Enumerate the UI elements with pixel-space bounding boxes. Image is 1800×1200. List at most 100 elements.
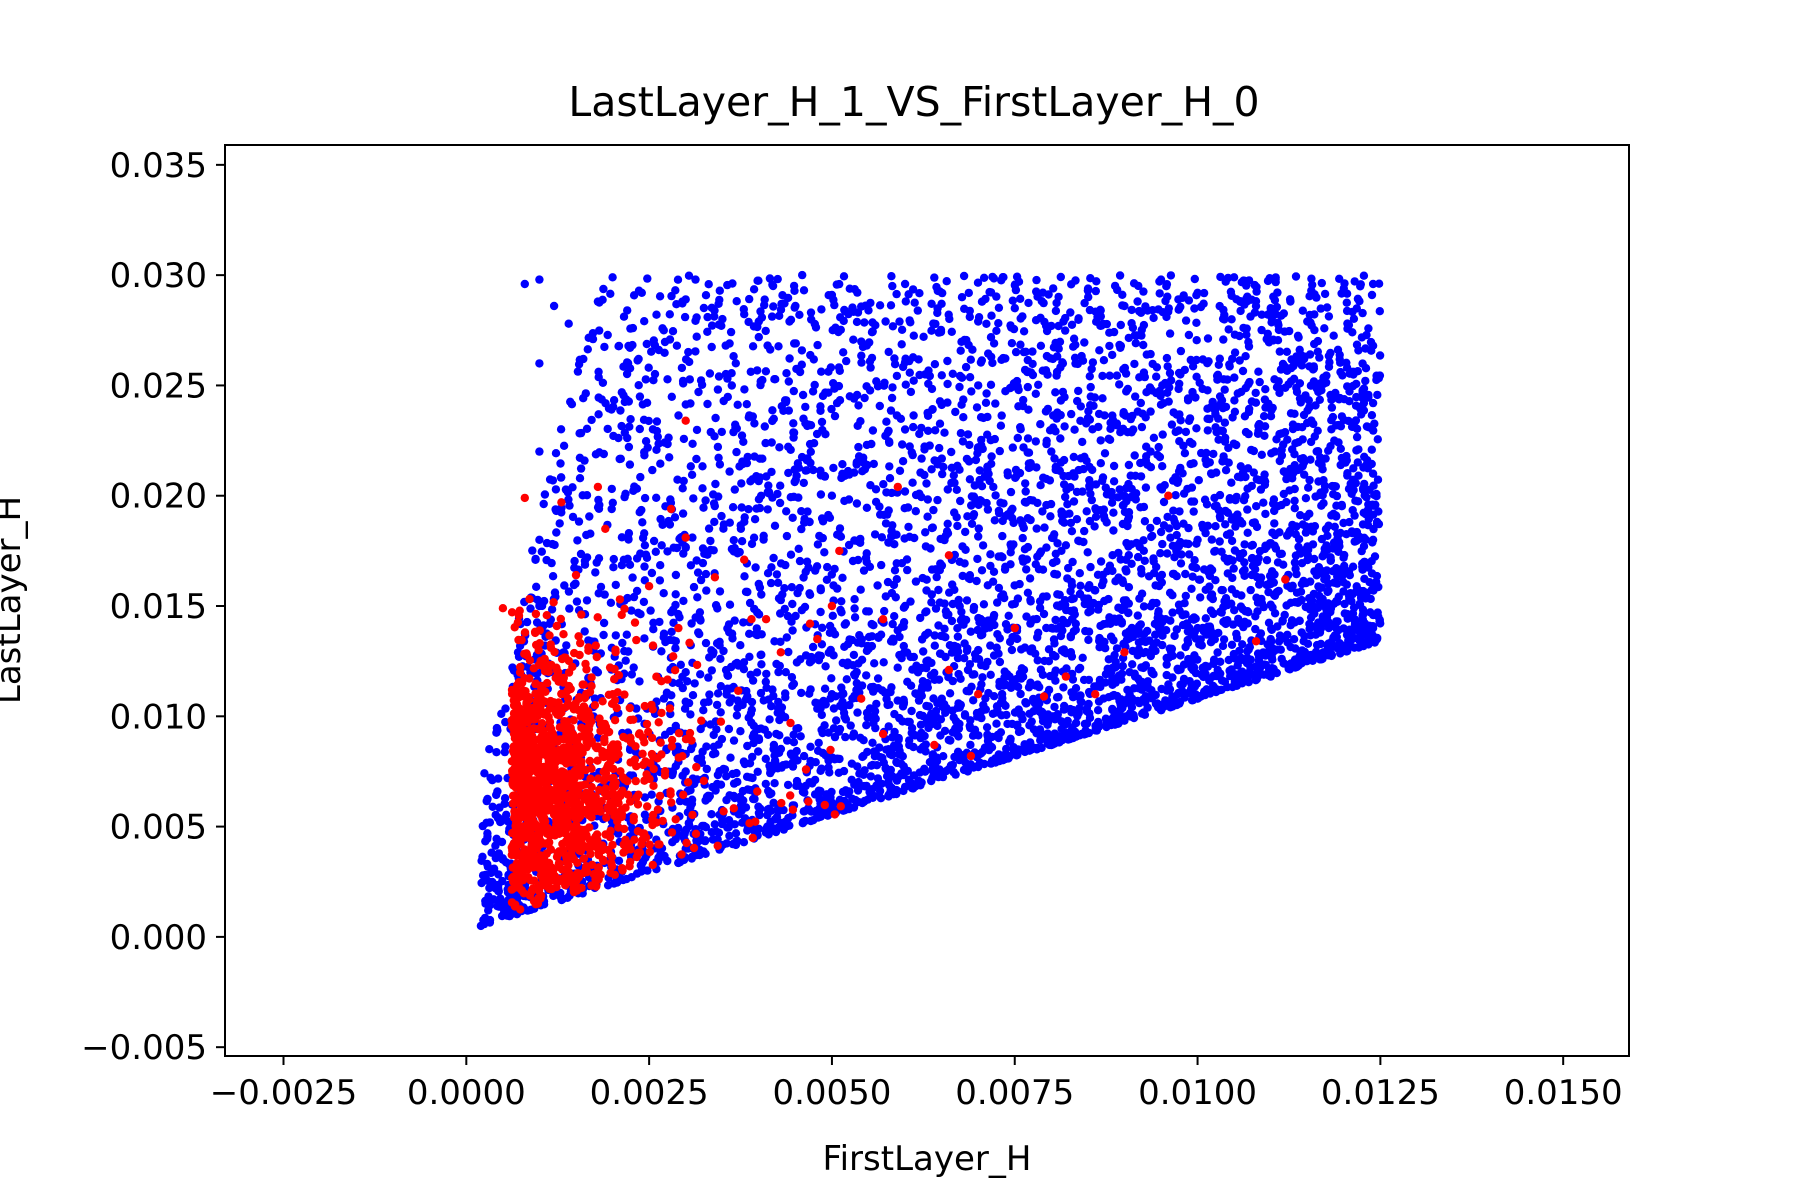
data-point: [769, 553, 778, 563]
data-point: [1243, 528, 1252, 537]
data-point: [1156, 400, 1166, 409]
data-point: [806, 350, 815, 360]
data-point: [1021, 699, 1031, 708]
data-point: [855, 769, 864, 778]
data-point: [998, 531, 1007, 541]
data-point: [1035, 603, 1045, 613]
data-point: [880, 606, 889, 616]
data-point: [772, 659, 781, 669]
data-point: [666, 726, 675, 736]
data-point: [1135, 621, 1144, 631]
data-point: [789, 419, 798, 428]
data-point: [1148, 359, 1157, 369]
data-point: [797, 606, 806, 615]
data-point: [890, 566, 900, 575]
data-point: [959, 413, 968, 422]
data-point: [632, 869, 642, 878]
data-point: [1373, 435, 1383, 444]
data-point: [1102, 619, 1112, 628]
data-point: [935, 443, 944, 453]
data-point: [1016, 294, 1025, 303]
data-point: [866, 683, 876, 692]
data-point: [1324, 521, 1333, 530]
data-point: [818, 425, 827, 435]
data-point: [667, 291, 676, 301]
data-point: [840, 305, 849, 315]
data-point: [1109, 327, 1119, 337]
data-point: [748, 342, 758, 351]
data-point: [806, 756, 815, 766]
data-point: [881, 763, 890, 772]
data-point: [1139, 536, 1148, 545]
data-point: [635, 508, 644, 517]
data-point: [1374, 279, 1384, 288]
data-point: [1092, 277, 1101, 286]
data-point: [869, 791, 878, 800]
data-point: [1260, 544, 1270, 554]
data-point: [764, 481, 773, 490]
data-point: [955, 602, 964, 611]
data-point: [619, 555, 628, 564]
data-point: [1212, 371, 1222, 380]
data-point: [1228, 413, 1237, 422]
data-point: [1254, 554, 1263, 563]
data-point: [770, 375, 779, 384]
data-point: [725, 698, 734, 707]
data-point: [767, 789, 776, 798]
data-point: [488, 895, 497, 905]
data-point: [1329, 490, 1338, 499]
data-point: [1214, 505, 1224, 515]
data-point: [1217, 608, 1226, 617]
data-point: [837, 608, 846, 617]
data-point: [1154, 607, 1163, 616]
data-point: [1163, 362, 1172, 371]
data-point: [582, 530, 591, 540]
data-point: [1033, 498, 1042, 508]
data-point: [1223, 569, 1233, 578]
data-point: [796, 732, 805, 741]
data-point: [885, 462, 894, 471]
data-point: [485, 745, 494, 754]
data-point: [1200, 565, 1209, 574]
data-point: [480, 769, 489, 778]
data-point: [1034, 380, 1043, 389]
data-point: [1192, 318, 1201, 327]
data-point: [1291, 564, 1300, 573]
data-point: [705, 369, 715, 378]
data-point: [1035, 725, 1045, 734]
data-point: [1099, 356, 1109, 365]
data-point: [1336, 367, 1345, 377]
data-point: [1255, 475, 1264, 485]
data-point: [850, 595, 859, 604]
data-point: [1355, 297, 1364, 306]
data-point: [1319, 476, 1328, 485]
data-point: [1148, 598, 1158, 608]
data-point: [852, 685, 861, 695]
data-point: [724, 816, 734, 825]
data-point: [593, 668, 603, 677]
data-point: [1361, 594, 1370, 603]
data-point: [715, 460, 725, 469]
data-point: [845, 284, 854, 293]
data-point: [930, 675, 939, 684]
data-point: [1100, 411, 1109, 420]
data-point: [764, 487, 774, 497]
data-point: [1123, 384, 1133, 394]
data-point: [1169, 506, 1178, 515]
data-point: [983, 657, 992, 667]
data-point: [1070, 425, 1079, 434]
data-point: [875, 502, 884, 511]
data-point: [943, 356, 952, 366]
data-point: [1359, 463, 1368, 472]
data-point: [1224, 655, 1234, 665]
data-point: [1209, 655, 1219, 664]
data-point: [733, 777, 742, 787]
data-point: [1315, 628, 1325, 637]
data-point: [642, 339, 651, 349]
data-point: [759, 535, 768, 544]
data-point: [679, 379, 688, 388]
data-point: [932, 572, 941, 582]
data-point: [1355, 642, 1364, 652]
data-point: [1248, 518, 1258, 528]
data-point: [738, 457, 747, 466]
